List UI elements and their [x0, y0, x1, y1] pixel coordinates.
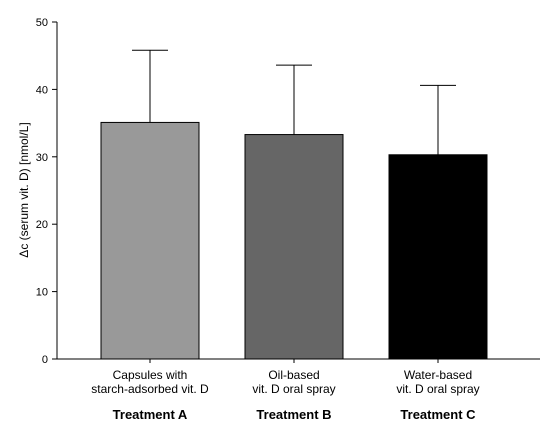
- category-label: Water-based: [404, 368, 472, 382]
- bars: [100, 49, 488, 360]
- treatment-label: Treatment A: [113, 407, 188, 422]
- category-label: vit. D oral spray: [252, 382, 335, 396]
- treatment-label: Treatment C: [400, 407, 476, 422]
- category-label: vit. D oral spray: [396, 382, 479, 396]
- bar: [100, 121, 200, 360]
- bar: [388, 154, 488, 360]
- category-label: starch-adsorbed vit. D: [91, 382, 209, 396]
- y-axis-title: Δc (serum vit. D) [nmol/L]: [17, 122, 31, 257]
- bar: [244, 134, 344, 360]
- y-tick-label: 40: [36, 84, 48, 96]
- category-label: Capsules with: [113, 368, 188, 382]
- y-tick-label: 50: [36, 17, 48, 29]
- y-tick-label: 0: [42, 354, 48, 366]
- category-label: Oil-based: [268, 368, 319, 382]
- y-tick-label: 20: [36, 219, 48, 231]
- y-tick-label: 30: [36, 152, 48, 164]
- treatment-label: Treatment B: [256, 407, 331, 422]
- y-tick-label: 10: [36, 287, 48, 299]
